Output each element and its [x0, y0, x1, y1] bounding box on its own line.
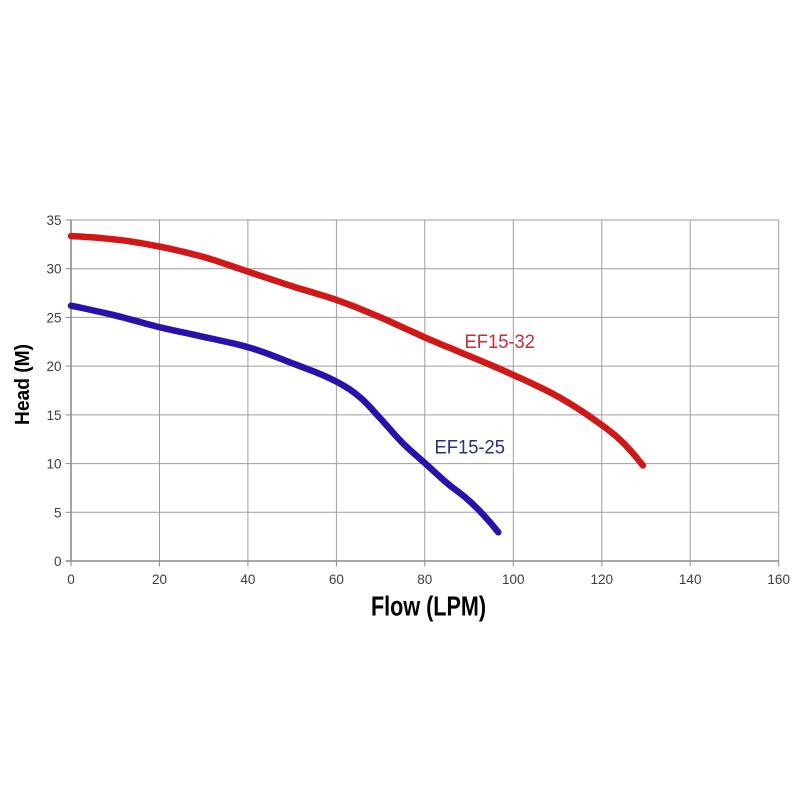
svg-text:120: 120	[591, 572, 614, 587]
svg-text:140: 140	[679, 572, 702, 587]
svg-text:35: 35	[46, 213, 61, 228]
svg-text:25: 25	[46, 310, 61, 325]
svg-text:Flow (LPM): Flow (LPM)	[371, 591, 486, 622]
svg-text:80: 80	[417, 572, 432, 587]
svg-text:0: 0	[67, 572, 75, 587]
svg-text:15: 15	[46, 408, 61, 423]
svg-text:5: 5	[54, 505, 62, 520]
svg-text:EF15-32: EF15-32	[465, 331, 536, 353]
svg-text:Head (M): Head (M)	[11, 344, 34, 425]
svg-text:40: 40	[240, 572, 255, 587]
svg-text:100: 100	[502, 572, 525, 587]
svg-text:30: 30	[46, 262, 61, 277]
svg-text:10: 10	[46, 457, 61, 472]
svg-text:0: 0	[54, 554, 62, 569]
svg-text:160: 160	[767, 572, 790, 587]
svg-text:60: 60	[329, 572, 344, 587]
svg-text:EF15-25: EF15-25	[435, 437, 506, 459]
svg-text:20: 20	[152, 572, 167, 587]
svg-text:20: 20	[46, 359, 61, 374]
